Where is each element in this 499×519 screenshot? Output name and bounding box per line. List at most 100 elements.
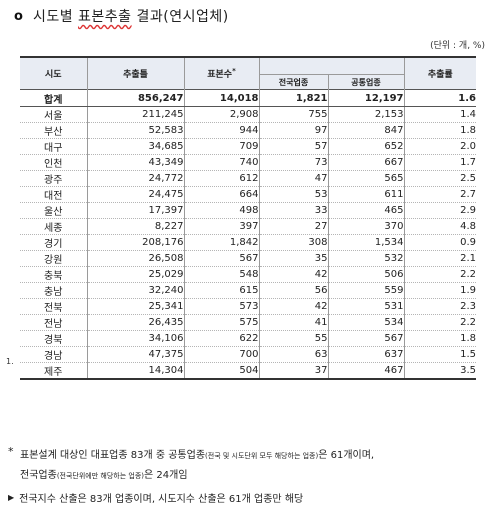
- table-row: 전남 26,435 575 41 534 2.2: [20, 314, 476, 331]
- cell-extracted: 208,176: [86, 234, 185, 251]
- cell-nationwide: 63: [258, 346, 329, 363]
- table-row: 광주 24,772 612 47 565 2.5: [20, 170, 476, 187]
- cell-nationwide: 42: [258, 298, 329, 315]
- cell-sample: 498: [183, 202, 260, 219]
- cell-common: 637: [327, 346, 405, 363]
- cell-sample: 567: [183, 250, 260, 267]
- cell-nationwide: 57: [258, 138, 329, 155]
- footnote-line-1-a: 표본설계 대상인 대표업종 83개 중 공통업종: [20, 450, 206, 461]
- cell-sample: 548: [183, 266, 260, 283]
- section-heading: o 시도별 표본추출 결과(연시업체): [14, 6, 229, 26]
- heading-title-pre: 시도별: [32, 9, 79, 25]
- cell-sample: 740: [183, 154, 260, 171]
- footnote-line-1-small: (전국 및 시도단위 모두 해당하는 업종): [205, 452, 319, 460]
- cell-rate: 2.7: [403, 186, 476, 203]
- cell-common: 534: [327, 314, 405, 331]
- footnote-star: *: [8, 445, 14, 458]
- heading-title: 시도별 표본추출 결과(연시업체): [33, 6, 229, 26]
- cell-rate: 1.8: [403, 330, 476, 347]
- cell-common: 531: [327, 298, 405, 315]
- cell-rate: 1.9: [403, 282, 476, 299]
- table-row: 전북 25,341 573 42 531 2.3: [20, 298, 476, 315]
- footnote-line-1: 표본설계 대상인 대표업종 83개 중 공통업종(전국 및 시도단위 모두 해당…: [8, 446, 494, 466]
- cell-common: 559: [327, 282, 405, 299]
- cell-region: 전남: [20, 314, 88, 331]
- cell-extracted: 17,397: [86, 202, 185, 219]
- cell-nationwide: 47: [258, 170, 329, 187]
- footnote-line-1-b: 은 61개이며,: [318, 450, 375, 461]
- footnote-line-2-small: (전국단위에만 해당하는 업종): [56, 472, 145, 480]
- cell-extracted: 211,245: [86, 106, 185, 123]
- cell-region: 제주: [20, 362, 88, 380]
- cell-nationwide: 97: [258, 122, 329, 139]
- cell-common: 652: [327, 138, 405, 155]
- cell-region: 전북: [20, 298, 88, 315]
- table-row: 대구 34,685 709 57 652 2.0: [20, 138, 476, 155]
- cell-region: 서울: [20, 106, 88, 123]
- cell-sample: 397: [183, 218, 260, 235]
- heading-title-post: 결과(연시업체): [131, 9, 229, 25]
- footnote-line-2-b: 은 24개임: [144, 470, 188, 481]
- heading-bullet: o: [14, 8, 23, 24]
- cell-sample: 1,842: [183, 234, 260, 251]
- cell-region: 경남: [20, 346, 88, 363]
- total-sample: 14,018: [183, 89, 260, 107]
- cell-common: 567: [327, 330, 405, 347]
- cell-common: 467: [327, 362, 405, 380]
- total-row: 합계 856,247 14,018 1,821 12,197 1.6: [20, 89, 476, 107]
- cell-sample: 612: [183, 170, 260, 187]
- cell-extracted: 8,227: [86, 218, 185, 235]
- cell-common: 2,153: [327, 106, 405, 123]
- cell-region: 경북: [20, 330, 88, 347]
- cell-nationwide: 73: [258, 154, 329, 171]
- table-row: 충남 32,240 615 56 559 1.9: [20, 282, 476, 299]
- header-extracted: 추출틀: [86, 56, 185, 90]
- table-row: 제주 14,304 504 37 467 3.5: [20, 362, 476, 380]
- unit-note: (단위 : 개, %): [430, 41, 485, 51]
- cell-sample: 2,908: [183, 106, 260, 123]
- cell-nationwide: 37: [258, 362, 329, 380]
- total-rate: 1.6: [403, 89, 476, 107]
- cell-common: 370: [327, 218, 405, 235]
- table-row: 충북 25,029 548 42 506 2.2: [20, 266, 476, 283]
- total-nationwide: 1,821: [258, 89, 329, 107]
- table-row: 강원 26,508 567 35 532 2.1: [20, 250, 476, 267]
- table-row: 경남 47,375 700 63 637 1.5: [20, 346, 476, 363]
- cell-region: 인천: [20, 154, 88, 171]
- table-row: 인천 43,349 740 73 667 1.7: [20, 154, 476, 171]
- table-row: 서울 211,245 2,908 755 2,153 1.4: [20, 106, 476, 123]
- cell-region: 대구: [20, 138, 88, 155]
- table-row: 울산 17,397 498 33 465 2.9: [20, 202, 476, 219]
- cell-region: 세종: [20, 218, 88, 235]
- cell-extracted: 26,435: [86, 314, 185, 331]
- cell-region: 부산: [20, 122, 88, 139]
- cell-extracted: 32,240: [86, 282, 185, 299]
- cell-rate: 1.7: [403, 154, 476, 171]
- cell-nationwide: 41: [258, 314, 329, 331]
- cell-sample: 573: [183, 298, 260, 315]
- total-extracted: 856,247: [86, 89, 185, 107]
- total-common: 12,197: [327, 89, 405, 107]
- header-sample-mark: *: [232, 67, 236, 75]
- cell-nationwide: 27: [258, 218, 329, 235]
- cell-rate: 1.4: [403, 106, 476, 123]
- cell-sample: 944: [183, 122, 260, 139]
- cell-region: 대전: [20, 186, 88, 203]
- cell-nationwide: 33: [258, 202, 329, 219]
- cell-nationwide: 755: [258, 106, 329, 123]
- bottom-note-text: 전국지수 산출은 83개 업종이며, 시도지수 산출은 61개 업종만 해당: [19, 494, 304, 505]
- footnote-line-2: 전국업종(전국단위에만 해당하는 업종)은 24개임: [8, 466, 494, 486]
- cell-region: 경기: [20, 234, 88, 251]
- cell-rate: 3.5: [403, 362, 476, 380]
- footnote: * 표본설계 대상인 대표업종 83개 중 공통업종(전국 및 시도단위 모두 …: [8, 445, 494, 486]
- cell-common: 847: [327, 122, 405, 139]
- cell-extracted: 25,029: [86, 266, 185, 283]
- header-region: 시도: [20, 56, 88, 90]
- cell-sample: 575: [183, 314, 260, 331]
- cell-sample: 622: [183, 330, 260, 347]
- table-row: 대전 24,475 664 53 611 2.7: [20, 186, 476, 203]
- cell-nationwide: 55: [258, 330, 329, 347]
- cell-nationwide: 308: [258, 234, 329, 251]
- cell-extracted: 47,375: [86, 346, 185, 363]
- heading-title-underlined: 표본추출: [78, 9, 132, 25]
